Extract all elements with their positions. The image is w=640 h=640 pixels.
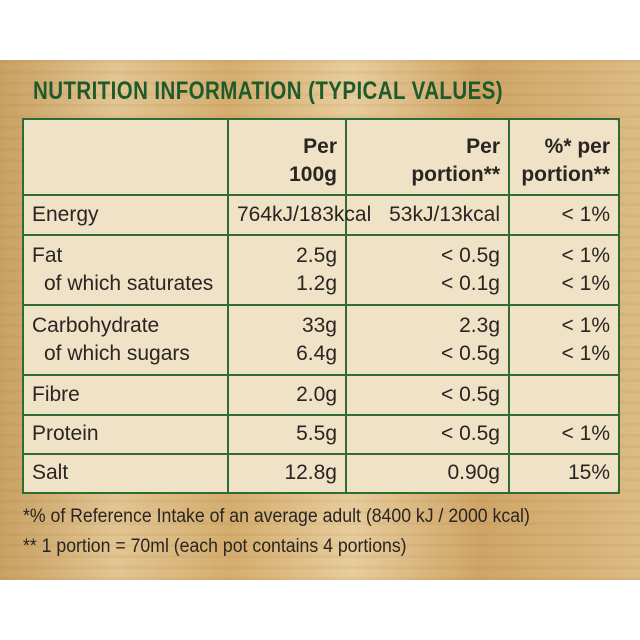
header-row: Per 100g Per portion** %* per portion** [22, 117, 620, 197]
value-per-portion: < 0.5g [441, 243, 500, 267]
value-ri-percent: 15% [567, 461, 610, 485]
nutrient-row: Carbohydrate of which sugars 33g 6.4g 2.3g < … [22, 303, 620, 377]
nutrient-row: Protein 5.5g < 0.5g < 1% [22, 413, 620, 455]
value-ri-percent: < 1% [561, 422, 610, 446]
nutrient-label: Carbohydrate [32, 314, 160, 338]
value-ri-percent: < 1% [561, 271, 610, 295]
value-ri-percent-cell: 15% [508, 452, 620, 495]
value-per-portion: 53kJ/13kcal [389, 203, 500, 226]
value-per-portion-cell: < 0.5g [345, 413, 510, 455]
nutrient-row: Salt 12.8g 0.90g 15% [22, 452, 620, 495]
value-per-portion: 0.90g [447, 461, 500, 485]
nutrient-label-cell: Energy [22, 194, 229, 236]
value-ri-percent: < 1% [561, 314, 610, 338]
nutrient-label: Salt [32, 461, 69, 485]
value-per-portion-cell: 2.3g < 0.5g [345, 303, 510, 377]
value-per-100g-cell: 33g 6.4g [227, 303, 347, 377]
nutrient-label: Protein [32, 422, 99, 446]
nutrient-label-cell: Carbohydrate of which sugars [22, 303, 229, 377]
value-per-portion: < 0.1g [441, 271, 500, 295]
value-ri-percent-cell [508, 374, 620, 416]
value-ri-percent-cell: < 1% [508, 413, 620, 455]
value-per-100g-cell: 5.5g [227, 413, 347, 455]
value-ri-percent: < 1% [561, 342, 610, 366]
value-per-portion: < 0.5g [441, 422, 500, 446]
value-per-100g: 2.5g [296, 243, 337, 267]
value-ri-percent-cell: < 1% < 1% [508, 303, 620, 377]
value-per-100g-cell: 2.0g [227, 374, 347, 416]
value-per-100g-cell: 764kJ/183kcal [227, 194, 372, 236]
value-per-100g: 2.0g [296, 382, 337, 406]
nutrient-row: Energy 764kJ/183kcal 53kJ/13kcal < 1% [22, 194, 620, 236]
value-per-100g: 6.4g [296, 342, 337, 366]
value-per-100g: 12.8g [284, 461, 337, 485]
value-per-portion: < 0.5g [441, 342, 500, 366]
value-per-100g-cell: 12.8g [227, 452, 347, 495]
nutrient-row: Fibre 2.0g < 0.5g [22, 374, 620, 416]
value-ri-percent: < 1% [561, 203, 610, 226]
nutrient-label: Fat [32, 243, 63, 267]
value-per-portion-cell: 53kJ/13kcal [345, 194, 510, 236]
header-per-100g: Per 100g [227, 117, 347, 197]
nutrient-label: Energy [32, 203, 99, 226]
value-ri-percent-cell: < 1% [508, 194, 620, 236]
value-per-100g: 764kJ/183kcal [237, 203, 372, 226]
value-per-100g: 1.2g [296, 271, 337, 295]
nutrient-label-cell: Fat of which saturates [22, 233, 229, 306]
nutrient-label: Fibre [32, 382, 80, 406]
footnote-reference-intake: *% of Reference Intake of an average adu… [23, 506, 530, 527]
footnote-portion-size: ** 1 portion = 70ml (each pot contains 4… [23, 536, 407, 557]
nutrient-label-cell: Salt [22, 452, 229, 495]
nutrient-label: of which saturates [44, 271, 214, 295]
nutrition-title: NUTRITION INFORMATION (TYPICAL VALUES) [33, 77, 503, 105]
nutrition-table: Per 100g Per portion** %* per portion** … [22, 117, 620, 495]
value-per-portion: 2.3g [459, 314, 500, 338]
header-blank [22, 117, 229, 197]
value-ri-percent-cell: < 1% < 1% [508, 233, 620, 306]
nutrient-label: of which sugars [44, 342, 190, 366]
header-ri-per-portion: %* per portion** [508, 117, 620, 197]
value-per-100g: 5.5g [296, 422, 337, 446]
value-ri-percent: < 1% [561, 243, 610, 267]
nutrient-label-cell: Protein [22, 413, 229, 455]
header-per-portion: Per portion** [345, 117, 510, 197]
value-per-100g: 33g [301, 314, 337, 338]
value-per-portion-cell: 0.90g [345, 452, 510, 495]
nutrient-label-cell: Fibre [22, 374, 229, 416]
value-per-100g-cell: 2.5g 1.2g [227, 233, 347, 306]
nutrient-row: Fat of which saturates 2.5g 1.2g < 0.5g < 0.1… [22, 233, 620, 306]
value-per-portion-cell: < 0.5g [345, 374, 510, 416]
value-per-portion-cell: < 0.5g < 0.1g [345, 233, 510, 306]
value-per-portion: < 0.5g [441, 382, 500, 406]
